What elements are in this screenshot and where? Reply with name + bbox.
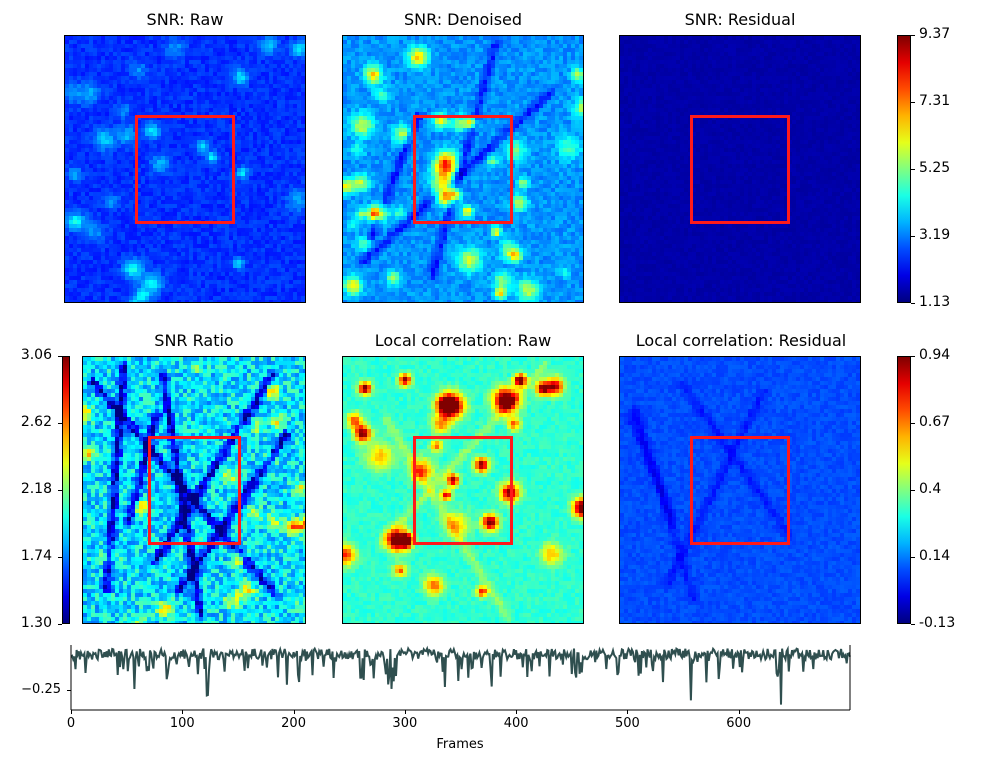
x-tick-label: 500 (615, 716, 640, 731)
colorbar-tick-mark (911, 236, 915, 237)
y-tick-label: −0.25 (0, 682, 61, 697)
corr-colorbar (897, 356, 911, 624)
ratio-colorbar (62, 356, 70, 624)
roi-box (135, 115, 235, 224)
x-tick-mark (293, 710, 295, 714)
snr-colorbar (897, 35, 911, 303)
colorbar-tick-mark (58, 557, 62, 558)
x-tick-label: 0 (67, 716, 75, 731)
colorbar-tick-mark (911, 102, 915, 103)
x-tick-label: 600 (726, 716, 751, 731)
colorbar-tick-label: 0.14 (919, 548, 950, 564)
title-snr-ratio: SNR Ratio (154, 331, 233, 350)
colorbar-tick-label: 0.67 (919, 414, 950, 430)
colorbar-tick-label: 2.18 (0, 481, 52, 497)
colorbar-tick-label: 0.4 (919, 481, 941, 497)
roi-box (690, 436, 790, 545)
roi-box (413, 436, 513, 545)
snr-residual-heatmap (620, 36, 860, 302)
colorbar-tick-label: 2.62 (0, 414, 52, 430)
colorbar-tick-label: 3.06 (0, 347, 52, 363)
colorbar-tick-label: -0.13 (919, 615, 955, 631)
title-localcorr-residual: Local correlation: Residual (636, 331, 846, 350)
colorbar-tick-mark (58, 356, 62, 357)
colorbar-tick-label: 1.74 (0, 548, 52, 564)
colorbar-tick-mark (911, 490, 915, 491)
x-tick-mark (182, 710, 184, 714)
x-tick-label: 200 (281, 716, 306, 731)
x-tick-mark (404, 710, 406, 714)
trace-line (70, 645, 851, 705)
snr-denoised-image (342, 35, 584, 303)
colorbar-tick-label: 3.19 (919, 227, 950, 243)
y-tick-mark (67, 690, 71, 692)
x-tick-mark (627, 710, 629, 714)
roi-box (413, 115, 513, 224)
colorbar-tick-mark (58, 423, 62, 424)
roi-box (690, 115, 790, 224)
colorbar-tick-mark (911, 557, 915, 558)
snr-residual-image (619, 35, 861, 303)
trace-svg (70, 645, 851, 711)
colorbar-tick-mark (911, 624, 915, 625)
colorbar-tick-mark (911, 169, 915, 170)
trace-plot (70, 645, 851, 711)
colorbar-tick-label: 1.13 (919, 294, 950, 310)
snr-raw-image (64, 35, 306, 303)
colorbar-tick-mark (911, 35, 915, 36)
colorbar-tick-label: 1.30 (0, 615, 52, 631)
localcorr-residual-image (619, 356, 861, 624)
title-localcorr-raw: Local correlation: Raw (375, 331, 552, 350)
snr-ratio-image (82, 356, 306, 624)
localcorr-residual-heatmap (620, 357, 860, 623)
colorbar-tick-label: 9.37 (919, 26, 950, 42)
snr-raw-heatmap (65, 36, 305, 302)
colorbar-tick-mark (911, 303, 915, 304)
colorbar-tick-mark (911, 356, 915, 357)
title-snr-denoised: SNR: Denoised (404, 10, 522, 29)
colorbar-tick-mark (911, 423, 915, 424)
x-tick-label: 400 (504, 716, 529, 731)
roi-box (148, 436, 241, 545)
x-tick-mark (738, 710, 740, 714)
colorbar-tick-label: 5.25 (919, 160, 950, 176)
x-tick-label: 100 (170, 716, 195, 731)
snr-denoised-heatmap (343, 36, 583, 302)
title-snr-residual: SNR: Residual (685, 10, 796, 29)
colorbar-tick-label: 7.31 (919, 93, 950, 109)
x-tick-mark (71, 710, 72, 714)
title-snr-raw: SNR: Raw (147, 10, 224, 29)
x-axis-label: Frames (436, 737, 483, 752)
x-tick-label: 300 (392, 716, 417, 731)
localcorr-raw-image (342, 356, 584, 624)
colorbar-tick-mark (58, 624, 62, 625)
x-tick-mark (516, 710, 518, 714)
colorbar-tick-label: 0.94 (919, 347, 950, 363)
snr-ratio-heatmap (83, 357, 305, 623)
colorbar-tick-mark (58, 490, 62, 491)
